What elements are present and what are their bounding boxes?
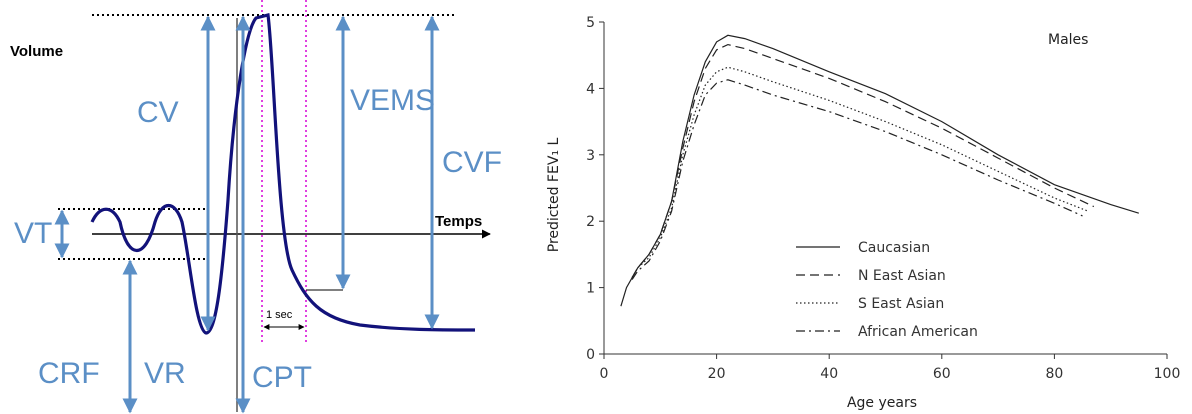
cv-label: CV [137,96,179,129]
time-axis-label: Temps [435,213,482,230]
volume-axis-label: Volume [10,43,63,60]
y-tick-label: 4 [586,81,595,97]
x-tick-label: 40 [820,366,838,382]
vr-label: VR [144,357,186,390]
spirogram-curve [90,13,476,335]
chart-title: Males [1048,32,1088,48]
series-line-s-east-asian [631,66,1089,278]
x-axis-title: Age years [847,395,917,411]
one-sec-label: 1 sec [266,309,293,321]
crf-label: CRF [38,357,100,390]
legend-label: N East Asian [858,268,946,284]
x-tick-label: 100 [1154,366,1181,382]
x-tick-label: 0 [600,366,609,382]
vems-label: VEMS [350,84,435,117]
cpt-label: CPT [252,361,312,394]
legend-label: African American [858,324,978,340]
legend-label: Caucasian [858,240,930,256]
series-line-n-east-asian [631,43,1095,278]
y-axis-title: Predicted FEV₁ L [546,138,562,253]
y-tick-label: 1 [586,281,595,297]
y-tick-label: 2 [586,214,595,230]
cvf-label: CVF [442,146,502,179]
legend-label: S East Asian [858,296,944,312]
x-tick-label: 80 [1045,366,1063,382]
fev1-chart: Predicted FEV₁ L Age years Males 0 20 40 60… [546,15,1180,411]
x-tick-label: 20 [708,366,726,382]
y-tick-label: 3 [586,148,595,164]
series-line-african-american [631,79,1083,280]
y-tick-label: 0 [586,347,595,363]
spirometry-diagram: Temps Volume 1 sec CV VEMS CVF VT CRF VR… [10,0,502,414]
series-line-caucasian [620,34,1139,307]
x-tick-label: 60 [933,366,951,382]
vt-label: VT [14,217,52,250]
y-tick-label: 5 [586,15,595,31]
